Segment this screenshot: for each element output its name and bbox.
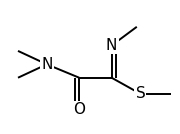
Text: N: N	[41, 57, 53, 72]
Text: N: N	[106, 38, 117, 53]
Text: O: O	[73, 102, 85, 117]
Text: S: S	[136, 86, 145, 101]
